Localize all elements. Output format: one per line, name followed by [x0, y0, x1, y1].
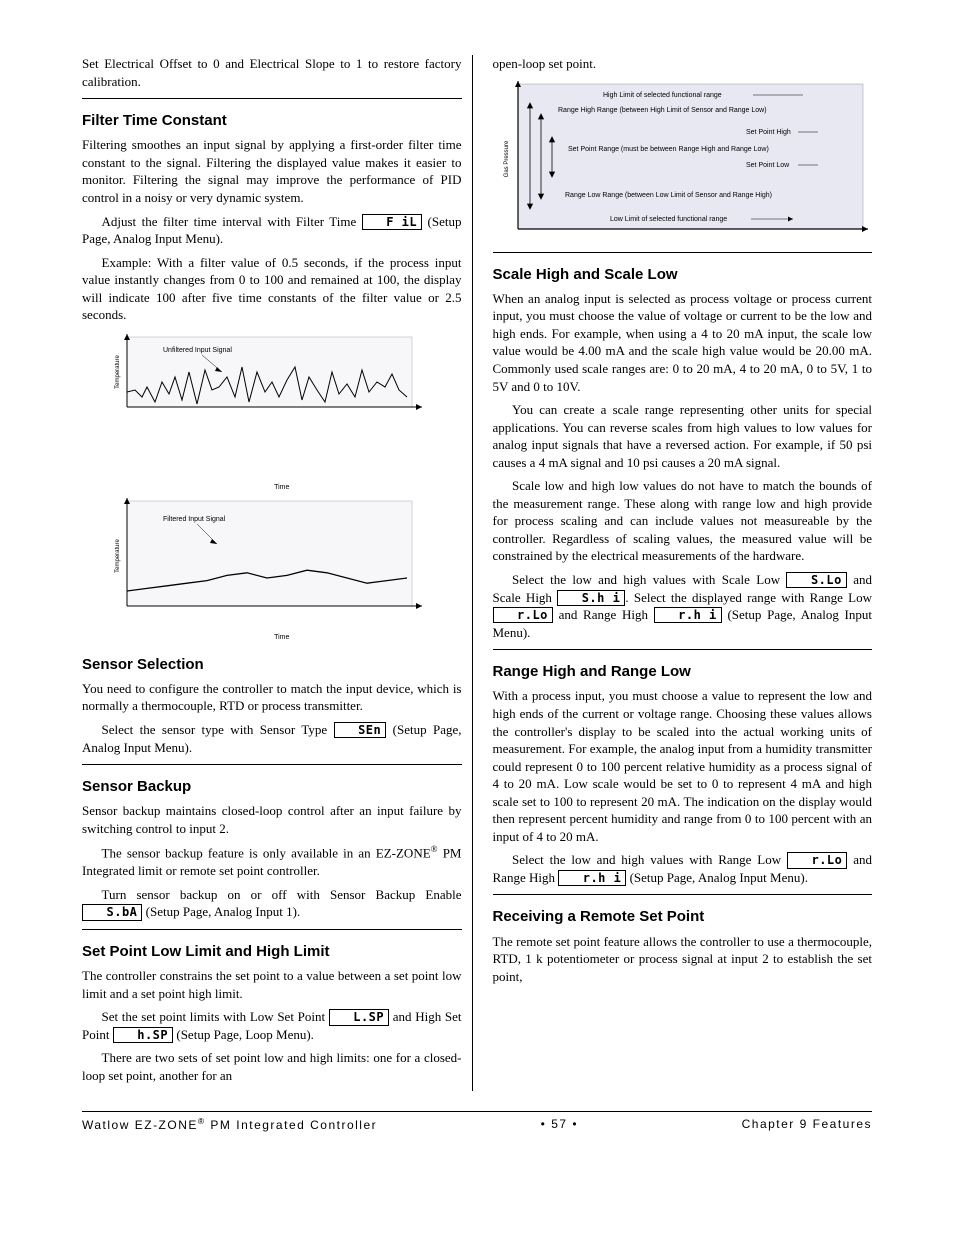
svg-text:Unfiltered Input Signal: Unfiltered Input Signal [163, 347, 232, 354]
filter-p1: Filtering smoothes an input signal by ap… [82, 136, 462, 206]
divider [493, 894, 873, 895]
rlo-code: r.Lo [493, 607, 553, 623]
setpoint-p3: There are two sets of set point low and … [82, 1049, 462, 1084]
svg-text:High Limit of selected functio: High Limit of selected functional range [603, 92, 722, 99]
setpoint-p2: Set the set point limits with Low Set Po… [82, 1008, 462, 1043]
svg-text:Filtered Input Signal: Filtered Input Signal [163, 516, 226, 523]
svg-text:Range Low Range (between Low L: Range Low Range (between Low Limit of Se… [565, 192, 772, 199]
footer-page: • 57 • [377, 1116, 741, 1132]
scale-p1: When an analog input is selected as proc… [493, 290, 873, 395]
divider [82, 764, 462, 765]
svg-text:Set Point Range (must be betwe: Set Point Range (must be between Range H… [568, 146, 769, 153]
filter-p2: Adjust the filter time interval with Fil… [82, 213, 462, 248]
scale-p2: You can create a scale range representin… [493, 401, 873, 471]
shi-code: S.h i [557, 590, 625, 606]
remote-heading: Receiving a Remote Set Point [493, 907, 873, 927]
range-p2: Select the low and high values with Rang… [493, 851, 873, 886]
sensor-selection-p2: Select the sensor type with Sensor Type … [82, 721, 462, 756]
range-rhi-code: r.h i [558, 870, 626, 886]
hsp-code: h.SP [113, 1027, 173, 1043]
sensor-selection-p1: You need to configure the controller to … [82, 680, 462, 715]
filter-chart: Temperature Unfiltered Input Signal Time… [102, 332, 462, 643]
divider [493, 649, 873, 650]
svg-text:Low Limit of selected function: Low Limit of selected functional range [610, 216, 727, 223]
svg-text:Gas Pressure: Gas Pressure [504, 140, 510, 177]
lsp-code: L.SP [329, 1009, 389, 1025]
setpoint-p1: The controller constrains the set point … [82, 967, 462, 1002]
chart-xlabel-1: Time [102, 483, 462, 492]
sensor-backup-p1: Sensor backup maintains closed-loop cont… [82, 802, 462, 837]
sensor-type-code: SEn [334, 722, 387, 738]
filter-p3: Example: With a filter value of 0.5 seco… [82, 254, 462, 324]
scale-heading: Scale High and Scale Low [493, 265, 873, 285]
scale-p3: Scale low and high low values do not hav… [493, 477, 873, 565]
page-footer: Watlow EZ-ZONE® PM Integrated Controller… [82, 1111, 872, 1133]
filter-heading: Filter Time Constant [82, 111, 462, 131]
range-heading: Range High and Range Low [493, 662, 873, 682]
range-rlo-code: r.Lo [787, 852, 847, 868]
setpoint-diagram: Gas Pressure High Limi [493, 79, 873, 244]
divider [82, 98, 462, 99]
range-p1: With a process input, you must choose a … [493, 687, 873, 845]
right-intro: open-loop set point. [493, 55, 873, 73]
footer-left: Watlow EZ-ZONE® PM Integrated Controller [82, 1116, 377, 1133]
sensor-backup-code: S.bA [82, 904, 142, 920]
chart-xlabel-2: Time [102, 633, 462, 642]
scale-p4: Select the low and high values with Scal… [493, 571, 873, 641]
sensor-selection-heading: Sensor Selection [82, 655, 462, 675]
intro-text: Set Electrical Offset to 0 and Electrica… [82, 55, 462, 90]
rhi-code: r.h i [654, 607, 722, 623]
setpoint-heading: Set Point Low Limit and High Limit [82, 942, 462, 962]
footer-right: Chapter 9 Features [742, 1116, 872, 1132]
filter-code: F iL [362, 214, 422, 230]
sensor-backup-heading: Sensor Backup [82, 777, 462, 797]
divider [82, 929, 462, 930]
remote-p1: The remote set point feature allows the … [493, 933, 873, 986]
svg-text:Temperature: Temperature [115, 354, 121, 388]
svg-text:Set Point Low: Set Point Low [746, 162, 790, 169]
sensor-backup-p3: Turn sensor backup on or off with Sensor… [82, 886, 462, 921]
divider [493, 252, 873, 253]
sensor-backup-p2: The sensor backup feature is only availa… [82, 843, 462, 879]
svg-text:Set Point High: Set Point High [746, 129, 791, 136]
svg-text:Temperature: Temperature [115, 539, 121, 573]
slo-code: S.Lo [786, 572, 846, 588]
svg-text:Range High Range (between High: Range High Range (between High Limit of … [558, 107, 767, 114]
